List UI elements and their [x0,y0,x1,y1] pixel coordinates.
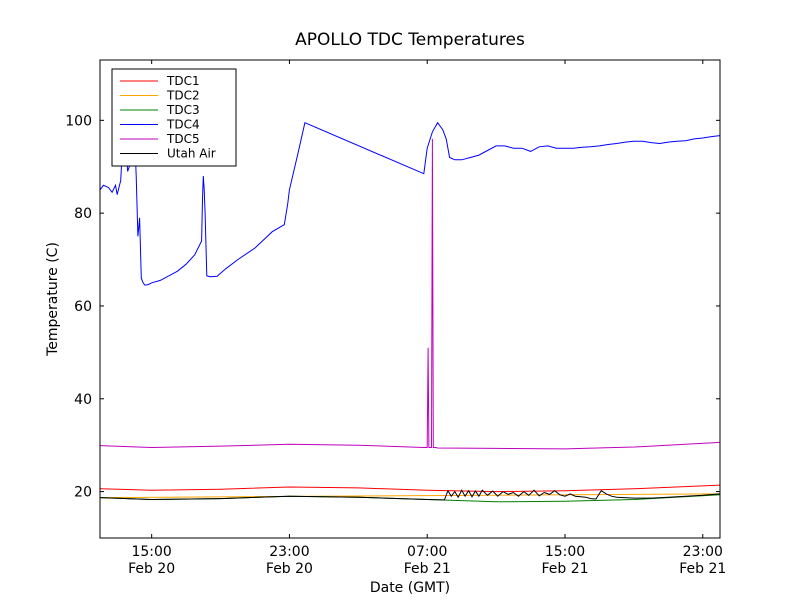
x-tick-label-date: Feb 21 [541,561,588,577]
legend-label: Utah Air [167,147,216,161]
y-tick-label: 80 [74,206,92,222]
x-tick-label-date: Feb 20 [128,561,175,577]
chart-title: APOLLO TDC Temperatures [295,30,525,50]
x-tick-label-time: 15:00 [131,544,171,560]
x-tick-label-date: Feb 20 [266,561,313,577]
x-tick-label-time: 07:00 [407,544,447,560]
series-line-tdc5 [99,138,721,450]
y-axis-label: Temperature (C) [45,242,61,357]
legend-label: TDC3 [166,103,200,117]
x-tick-label-time: 23:00 [683,544,723,560]
x-tick-label-date: Feb 21 [404,561,451,577]
legend-label: TDC4 [166,118,200,132]
y-tick-label: 100 [65,113,92,129]
series-layer [99,121,721,503]
legend-label: TDC2 [166,89,200,103]
y-tick-label: 60 [74,299,92,315]
series-line-utah-air [99,489,721,501]
legend-box [111,68,237,167]
plot-frame [99,59,721,539]
x-axis-label: Date (GMT) [370,580,450,596]
x-tick-label-time: 15:00 [545,544,585,560]
y-tick-label: 20 [74,485,92,501]
x-tick-label-date: Feb 21 [679,561,726,577]
legend-label: TDC5 [166,132,200,146]
y-tick-label: 40 [74,392,92,408]
series-line-tdc2 [99,493,721,499]
legend-label: TDC1 [166,74,200,88]
series-line-tdc1 [99,484,721,493]
x-tick-label-time: 23:00 [269,544,309,560]
